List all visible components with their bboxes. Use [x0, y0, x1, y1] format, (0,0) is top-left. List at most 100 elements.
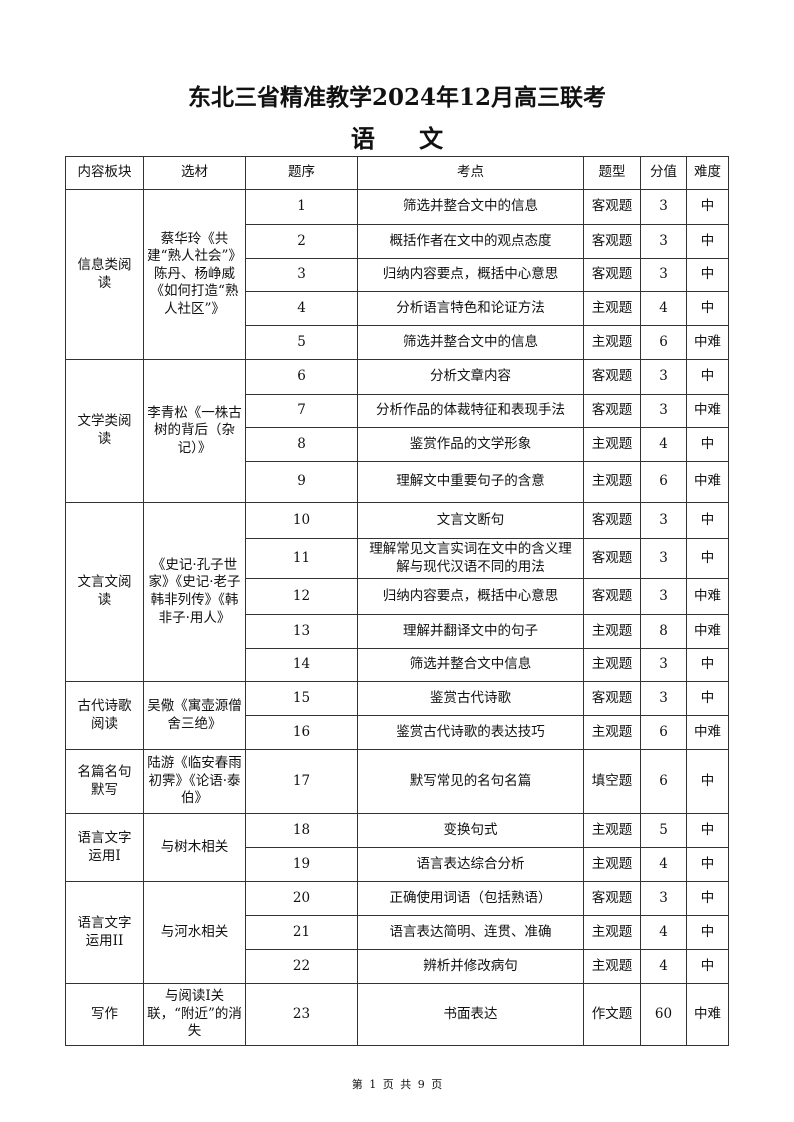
page-title: 东北三省精准教学2024年12月高三联考 [187, 84, 607, 111]
question-type-cell: 客观题 [583, 258, 641, 292]
score-cell: 3 [640, 189, 687, 225]
material-cell: 吴儆《寓壶源僧舍三绝》 [143, 681, 246, 750]
test-point-cell: 语言表达简明、连贯、准确 [357, 915, 584, 950]
question-type-cell: 主观题 [583, 847, 641, 882]
column-header: 内容板块 [65, 156, 144, 190]
score-cell: 3 [640, 224, 687, 259]
test-point-cell: 分析语言特色和论证方法 [357, 291, 584, 326]
question-type-cell: 主观题 [583, 915, 641, 950]
difficulty-cell: 中难 [686, 325, 729, 360]
section-cell: 古代诗歌阅读 [65, 681, 144, 750]
test-point-cell: 文言文断句 [357, 502, 584, 539]
score-cell: 6 [640, 325, 687, 360]
score-cell: 3 [640, 648, 687, 682]
test-point-cell: 分析作品的体裁特征和表现手法 [357, 394, 584, 428]
test-point-cell: 分析文章内容 [357, 359, 584, 395]
material-cell: 与河水相关 [143, 881, 246, 984]
test-point-cell: 鉴赏古代诗歌的表达技巧 [357, 715, 584, 750]
score-cell: 6 [640, 715, 687, 750]
material-cell: 李青松《一株古树的背后（杂记）》 [143, 359, 246, 503]
question-number-cell: 12 [245, 578, 358, 615]
test-point-cell: 正确使用词语（包括熟语） [357, 881, 584, 916]
difficulty-cell: 中 [686, 749, 729, 814]
test-point-cell: 鉴赏古代诗歌 [357, 681, 584, 716]
material-cell: 蔡华玲《共建“熟人社会”》陈丹、杨峥威《如何打造“熟人社区”》 [143, 189, 246, 360]
question-type-cell: 填空题 [583, 749, 641, 814]
question-number-cell: 11 [245, 538, 358, 579]
question-number-cell: 18 [245, 813, 358, 848]
score-cell: 3 [640, 258, 687, 292]
difficulty-cell: 中 [686, 681, 729, 716]
question-number-cell: 15 [245, 681, 358, 716]
question-number-cell: 10 [245, 502, 358, 539]
difficulty-cell: 中 [686, 538, 729, 579]
section-cell: 语言文字运用I [65, 813, 144, 882]
table-row: 9 理解文中重要句子的含意 主观题 6 中难 [66, 461, 729, 503]
score-cell: 3 [640, 538, 687, 579]
test-point-cell: 理解常见文言实词在文中的含义理解与现代汉语不同的用法 [357, 538, 584, 579]
question-type-cell: 客观题 [583, 881, 641, 916]
question-type-cell: 作文题 [583, 983, 641, 1046]
difficulty-cell: 中 [686, 224, 729, 259]
table-row: 文学类阅读 李青松《一株古树的背后（杂记）》 6 分析文章内容 客观题 3 中 [65, 359, 729, 503]
question-number-cell: 17 [245, 749, 358, 814]
score-cell: 8 [640, 614, 687, 649]
score-cell: 3 [640, 394, 687, 428]
table-row: 7 分析作品的体裁特征和表现手法 客观题 3 中难 [66, 394, 729, 428]
question-number-cell: 1 [245, 189, 358, 225]
question-type-cell: 主观题 [583, 325, 641, 360]
question-number-cell: 23 [245, 983, 358, 1046]
section-cell: 文学类阅读 [65, 359, 144, 503]
table-row: 2 概括作者在文中的观点态度 客观题 3 中 [66, 224, 729, 259]
question-type-cell: 客观题 [583, 394, 641, 428]
score-cell: 4 [640, 291, 687, 326]
test-point-cell: 概括作者在文中的观点态度 [357, 224, 584, 259]
table-row: 古代诗歌阅读 吴儆《寓壶源僧舍三绝》 15 鉴赏古代诗歌 客观题 3 中 [65, 681, 729, 750]
difficulty-cell: 中 [686, 258, 729, 292]
column-header: 选材 [143, 156, 246, 190]
page-number: 第 1 页 共 9 页 [351, 1078, 443, 1091]
question-type-cell: 主观题 [583, 715, 641, 750]
table-row: 语言文字运用I 与树木相关 18 变换句式 主观题 5 中 [65, 813, 729, 882]
question-type-cell: 主观题 [583, 949, 641, 984]
score-cell: 3 [640, 681, 687, 716]
test-point-cell: 辨析并修改病句 [357, 949, 584, 984]
table-row: 写作 与阅读Ⅰ关联，“附近”的消失 23 书面表达 作文题 60 中难 [65, 983, 729, 1046]
table-row: 12 归纳内容要点，概括中心意思 客观题 3 中难 [66, 578, 729, 615]
table-row: 21 语言表达简明、连贯、准确 主观题 4 中 [66, 915, 729, 950]
column-header: 题型 [583, 156, 641, 190]
score-cell: 4 [640, 847, 687, 882]
column-header: 题序 [245, 156, 358, 190]
question-number-cell: 8 [245, 427, 358, 462]
table-row: 22 辨析并修改病句 主观题 4 中 [66, 949, 729, 984]
question-number-cell: 16 [245, 715, 358, 750]
question-type-cell: 客观题 [583, 359, 641, 395]
question-type-cell: 客观题 [583, 578, 641, 615]
material-cell: 与树木相关 [143, 813, 246, 882]
test-point-cell: 筛选并整合文中的信息 [357, 189, 584, 225]
score-cell: 3 [640, 578, 687, 615]
table-row: 11 理解常见文言实词在文中的含义理解与现代汉语不同的用法 客观题 3 中 [66, 538, 729, 579]
question-number-cell: 4 [245, 291, 358, 326]
score-cell: 6 [640, 461, 687, 503]
score-cell: 4 [640, 915, 687, 950]
table-row: 文言文阅读 《史记·孔子世家》《史记·老子韩非列传》《韩非子·用人》 10 文言文断句… [65, 502, 729, 682]
difficulty-cell: 中 [686, 359, 729, 395]
score-cell: 60 [640, 983, 687, 1046]
question-type-cell: 客观题 [583, 681, 641, 716]
column-header: 考点 [357, 156, 584, 190]
test-point-cell: 理解文中重要句子的含意 [357, 461, 584, 503]
column-header: 分值 [640, 156, 687, 190]
test-point-cell: 书面表达 [357, 983, 584, 1046]
table-row: 名篇名句默写 陆游《临安春雨初霁》《论语·泰伯》 17 默写常见的名句名篇 填空题 6 中 [65, 749, 729, 814]
question-number-cell: 21 [245, 915, 358, 950]
difficulty-cell: 中 [686, 502, 729, 539]
question-type-cell: 主观题 [583, 614, 641, 649]
question-number-cell: 6 [245, 359, 358, 395]
difficulty-cell: 中 [686, 915, 729, 950]
score-cell: 4 [640, 949, 687, 984]
test-point-cell: 归纳内容要点，概括中心意思 [357, 578, 584, 615]
difficulty-cell: 中 [686, 949, 729, 984]
section-cell: 信息类阅读 [65, 189, 144, 360]
question-type-cell: 主观题 [583, 813, 641, 848]
